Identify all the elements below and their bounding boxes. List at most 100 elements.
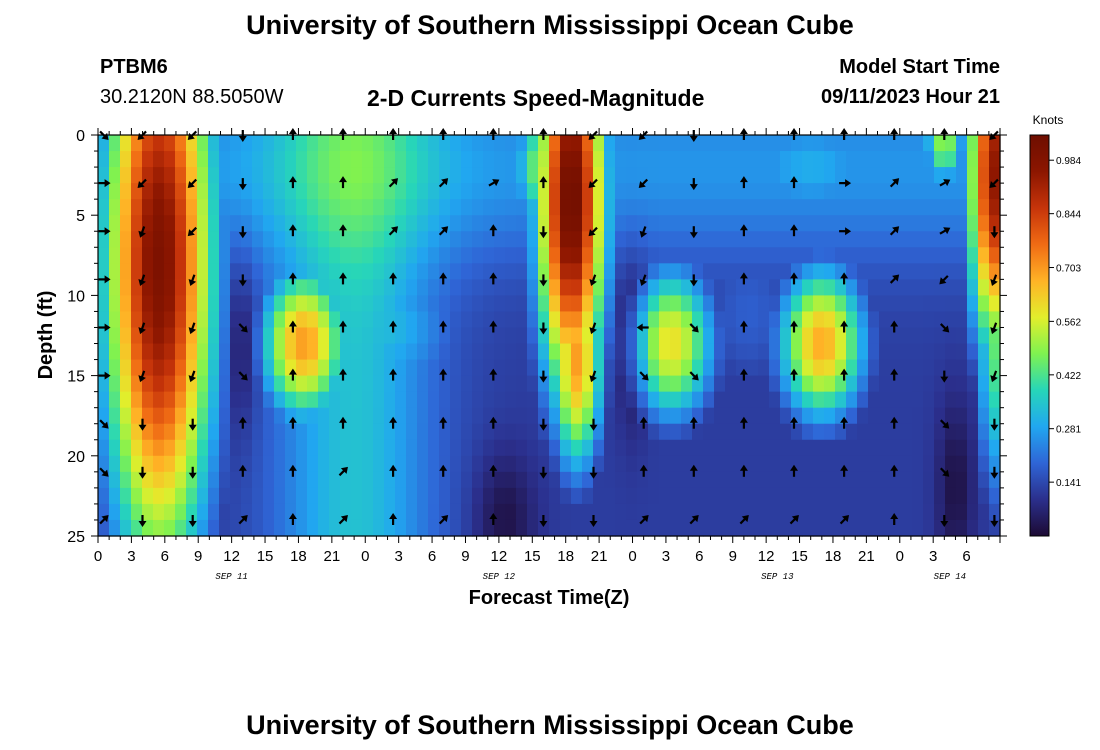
heatmap-cell [219,375,231,393]
heatmap-cell [439,167,451,184]
heatmap-cell [230,247,242,264]
heatmap-cell [142,279,154,296]
heatmap-cell [758,375,770,393]
heatmap-cell [384,263,396,280]
chart-title: University of Southern Mississippi Ocean… [246,10,854,40]
heatmap-cell [670,439,682,457]
heatmap-cell [626,359,638,377]
heatmap-cell [967,247,979,264]
heatmap-cell [967,359,979,377]
current-arrow [188,418,197,431]
heatmap-cell [439,375,451,393]
heatmap-cell [483,375,495,393]
heatmap-cell [725,423,737,441]
heatmap-cell [98,407,110,425]
colorbar-tick-label: 0.703 [1056,264,1081,275]
heatmap-cell [120,471,132,489]
heatmap-cell [670,199,682,216]
heatmap-cell [395,471,407,489]
heatmap-cell [593,263,605,280]
heatmap-cell [252,423,264,441]
heatmap-cell [879,375,891,393]
heatmap-cell [384,455,396,473]
heatmap-cell [175,439,187,457]
heatmap-cell [901,279,913,296]
heatmap-cell [406,199,418,216]
heatmap-cell [648,183,660,200]
heatmap-cell [241,167,253,184]
heatmap-cell [131,407,143,425]
heatmap-cell [835,311,847,329]
heatmap-cell [208,183,220,200]
heatmap-cell [340,279,352,296]
heatmap-cell [373,215,385,232]
heatmap-cell [604,519,616,537]
heatmap-cell [802,359,814,377]
heatmap-cell [439,151,451,168]
heatmap-cell [868,247,880,264]
heatmap-cell [681,279,693,296]
heatmap-cell [758,263,770,280]
heatmap-cell [208,199,220,216]
heatmap-cell [549,167,561,184]
heatmap-cell [868,407,880,425]
heatmap-cell [714,183,726,200]
heatmap-cell [703,183,715,200]
heatmap-cell [472,487,484,505]
heatmap-cell [307,359,319,377]
heatmap-cell [989,471,1001,489]
heatmap-cell [637,471,649,489]
heatmap-cell [681,503,693,521]
heatmap-cell [285,135,297,152]
heatmap-cell [758,407,770,425]
heatmap-cell [835,439,847,457]
heatmap-cell [714,311,726,329]
current-arrow [739,224,748,237]
heatmap-cell [846,247,858,264]
heatmap-cell [857,183,869,200]
heatmap-cell [582,455,594,473]
heatmap-cell [175,231,187,248]
current-arrow [990,226,999,239]
heatmap-cell [714,151,726,168]
heatmap-cell [791,199,803,216]
heatmap-cell [780,343,792,361]
heatmap-cell [362,503,374,521]
heatmap-cell [901,247,913,264]
heatmap-cell [549,151,561,168]
heatmap-cell [626,455,638,473]
heatmap-cell [395,167,407,184]
current-arrow [138,226,146,238]
heatmap-cell [868,343,880,361]
heatmap-cell [164,519,176,537]
heatmap-cell [857,503,869,521]
heatmap-cell [461,375,473,393]
heatmap-cell [384,311,396,329]
heatmap-cell [296,455,308,473]
heatmap-cell [758,199,770,216]
heatmap-cell [142,311,154,329]
heatmap-cell [362,407,374,425]
heatmap-cell [505,471,517,489]
heatmap-cell [670,455,682,473]
heatmap-cell [725,439,737,457]
heatmap-cell [351,199,363,216]
heatmap-cell [945,279,957,296]
heatmap-cell [560,327,572,345]
heatmap-cell [791,343,803,361]
heatmap-cell [703,311,715,329]
heatmap-cell [648,135,660,152]
heatmap-cell [340,391,352,409]
heatmap-cell [406,183,418,200]
heatmap-cell [395,391,407,409]
heatmap-cell [912,487,924,505]
heatmap-cell [681,359,693,377]
heatmap-cell [329,327,341,345]
heatmap-cell [450,167,462,184]
heatmap-cell [538,295,550,313]
heatmap-cell [142,343,154,361]
heatmap-cell [923,455,935,473]
heatmap-cell [802,487,814,505]
heatmap-cell [824,183,836,200]
heatmap-cell [527,151,539,168]
